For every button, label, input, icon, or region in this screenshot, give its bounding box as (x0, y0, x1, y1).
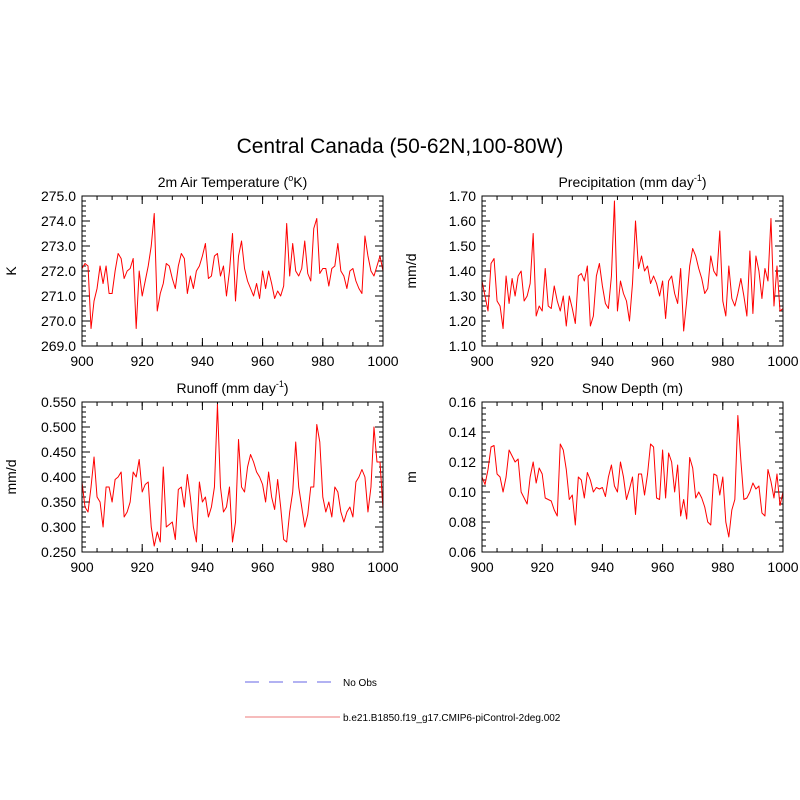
y-tick-label: 272.0 (41, 263, 76, 279)
series-line (481, 415, 784, 538)
y-axis-label: m (403, 471, 419, 483)
y-tick-label: 1.50 (449, 238, 476, 254)
x-tick-label: 900 (70, 353, 94, 369)
y-tick-label: 0.400 (41, 469, 76, 485)
x-tick-label: 960 (651, 559, 675, 575)
y-tick-label: 0.06 (449, 544, 476, 560)
plot-frame (481, 195, 784, 347)
y-tick-label: 0.12 (449, 454, 476, 470)
x-tick-label: 940 (191, 559, 215, 575)
y-tick-label: 270.0 (41, 313, 76, 329)
plot-frame (81, 401, 384, 553)
y-tick-label: 0.300 (41, 519, 76, 535)
x-tick-label: 1000 (767, 559, 798, 575)
legend-label: b.e21.B1850.f19_g17.CMIP6-piControl-2deg… (343, 713, 561, 724)
y-tick-label: 1.40 (449, 263, 476, 279)
series-line (81, 213, 384, 329)
x-tick-label: 900 (70, 559, 94, 575)
y-tick-label: 1.10 (449, 338, 476, 354)
plot-frame (81, 195, 384, 347)
y-tick-label: 0.250 (41, 544, 76, 560)
panel-4: Snow Depth (m) m 0.06 0.08 0.10 0.12 0.14 0.16 9… (403, 380, 799, 575)
y-tick-label: 269.0 (41, 338, 76, 354)
y-tick-label: 275.0 (41, 188, 76, 204)
figure-title: Central Canada (50-62N,100-80W) (237, 135, 564, 158)
y-tick-label: 1.30 (449, 288, 476, 304)
x-tick-label: 940 (591, 353, 615, 369)
x-tick-label: 980 (311, 559, 335, 575)
legend: No Obs b.e21.B1850.f19_g17.CMIP6-piContro… (245, 678, 561, 724)
x-tick-label: 940 (591, 559, 615, 575)
x-tick-label: 980 (711, 353, 735, 369)
x-tick-label: 1000 (767, 353, 798, 369)
y-tick-label: 0.350 (41, 494, 76, 510)
legend-item: b.e21.B1850.f19_g17.CMIP6-piControl-2deg… (245, 713, 561, 724)
y-axis-label: mm/d (403, 254, 419, 289)
y-tick-label: 0.500 (41, 419, 76, 435)
plot-frame (481, 401, 784, 553)
panel-title: Precipitation (mm day-1) (558, 173, 706, 190)
panel-3: Runoff (mm day-1) mm/d 0.250 0.300 0.350 0.40… (3, 379, 399, 575)
x-tick-label: 980 (311, 353, 335, 369)
panel-title: Snow Depth (m) (582, 380, 683, 396)
y-tick-label: 0.550 (41, 394, 76, 410)
x-tick-label: 920 (531, 353, 555, 369)
x-tick-label: 960 (251, 559, 275, 575)
panel-title: 2m Air Temperature (oK) (158, 173, 307, 190)
x-tick-label: 960 (651, 353, 675, 369)
x-tick-label: 980 (711, 559, 735, 575)
x-tick-label: 900 (470, 353, 494, 369)
x-tick-label: 1000 (367, 559, 398, 575)
y-tick-label: 1.60 (449, 213, 476, 229)
y-axis-label: K (3, 266, 19, 276)
y-tick-label: 274.0 (41, 213, 76, 229)
y-tick-label: 271.0 (41, 288, 76, 304)
y-tick-label: 0.16 (449, 394, 476, 410)
y-tick-label: 0.14 (449, 424, 476, 440)
x-tick-label: 1000 (367, 353, 398, 369)
legend-item: No Obs (245, 678, 377, 689)
series-line (81, 404, 384, 547)
y-tick-label: 1.70 (449, 188, 476, 204)
y-axis-label: mm/d (3, 460, 19, 495)
panel-2: Precipitation (mm day-1) mm/d 1.10 1.20 1.30… (403, 173, 799, 369)
x-tick-label: 940 (191, 353, 215, 369)
y-tick-label: 0.10 (449, 484, 476, 500)
x-tick-label: 960 (251, 353, 275, 369)
panel-title: Runoff (mm day-1) (176, 379, 288, 396)
panel-1: 2m Air Temperature (oK) K 269.0 270.0 271.0 2… (3, 173, 399, 369)
y-tick-label: 0.450 (41, 444, 76, 460)
x-tick-label: 920 (131, 353, 155, 369)
chart-panels: 2m Air Temperature (oK) K 269.0 270.0 271.0 2… (3, 173, 799, 575)
legend-label: No Obs (343, 678, 377, 689)
series-line (481, 200, 784, 332)
y-tick-label: 0.08 (449, 514, 476, 530)
x-tick-label: 920 (131, 559, 155, 575)
x-tick-label: 920 (531, 559, 555, 575)
y-tick-label: 1.20 (449, 313, 476, 329)
x-tick-label: 900 (470, 559, 494, 575)
y-tick-label: 273.0 (41, 238, 76, 254)
